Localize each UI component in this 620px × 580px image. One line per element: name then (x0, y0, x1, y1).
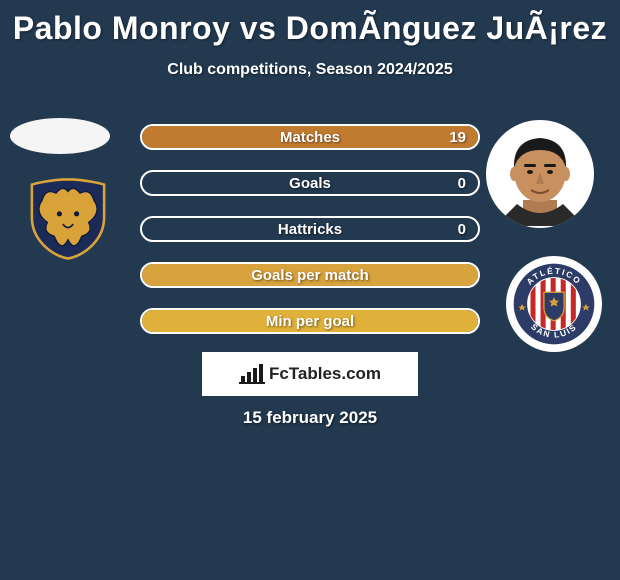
brand-text: FcTables.com (269, 364, 381, 384)
stat-label: Hattricks (278, 221, 342, 238)
player-right-avatar (486, 120, 594, 228)
stat-row: Goals per match (140, 262, 480, 288)
stat-row: Goals 0 (140, 170, 480, 196)
stat-label: Matches (280, 129, 340, 146)
stat-row: Matches 19 (140, 124, 480, 150)
stat-row: Min per goal (140, 308, 480, 334)
page-subtitle: Club competitions, Season 2024/2025 (0, 61, 620, 79)
club-right-crest: ATLÉTICO SAN LUIS (506, 256, 602, 352)
stats-container: Matches 19 Goals 0 Hattricks 0 Goals per match… (140, 124, 480, 354)
stat-value: 0 (458, 221, 466, 238)
club-left-crest (18, 176, 118, 262)
date-text: 15 february 2025 (243, 408, 377, 428)
stat-value: 0 (458, 175, 466, 192)
player-left-avatar (10, 118, 110, 154)
stat-label: Goals (289, 175, 331, 192)
brand-badge: FcTables.com (202, 352, 418, 396)
stat-label: Goals per match (251, 267, 369, 284)
page-title: Pablo Monroy vs DomÃ­nguez JuÃ¡rez (0, 0, 620, 47)
stat-label: Min per goal (266, 313, 354, 330)
chart-icon (239, 364, 265, 384)
stat-value: 19 (449, 129, 466, 146)
stat-row: Hattricks 0 (140, 216, 480, 242)
